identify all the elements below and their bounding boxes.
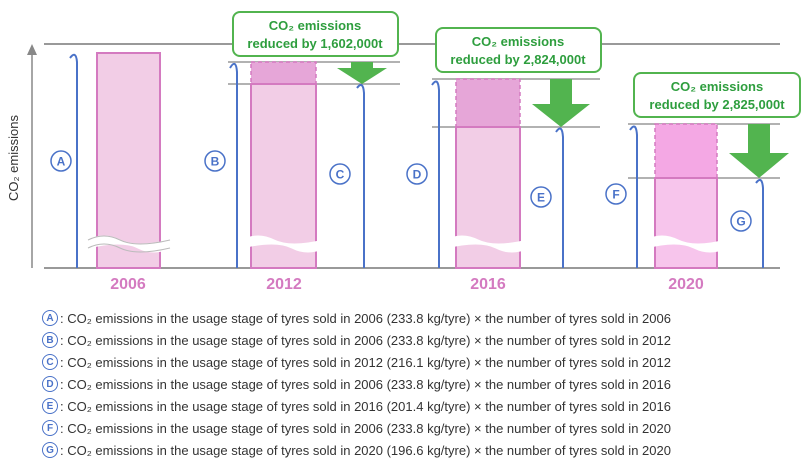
axis-break-2006-edge-top — [87, 235, 171, 245]
year-label-2016: 2016 — [470, 276, 506, 293]
measure-line-c — [356, 83, 365, 268]
reduction-segment-2016 — [455, 78, 521, 128]
marker-g-circle — [730, 210, 752, 232]
legend-item-f: F : CO₂ emissions in the usage stage of … — [42, 417, 802, 439]
group-2020: F G CO₂ emissions reduced by 2,825,000t … — [605, 72, 801, 293]
axis-break-2012 — [241, 235, 325, 253]
legend-badge-d: D — [42, 376, 58, 392]
axis-break-2006-edge-bottom — [87, 243, 171, 253]
group-2012: B C CO₂ emissions reduced by 1,602,000t … — [204, 11, 400, 293]
legend-item-d: D : CO₂ emissions in the usage stage of … — [42, 373, 802, 395]
legend-badge-a: A — [42, 310, 58, 326]
marker-a: A — [57, 155, 66, 169]
legend: A : CO₂ emissions in the usage stage of … — [42, 307, 802, 461]
callout-2020-line2: reduced by 2,825,000t — [649, 97, 785, 112]
axis-break-2016 — [445, 235, 529, 253]
marker-a-circle — [50, 150, 72, 172]
legend-text-b: : CO₂ emissions in the usage stage of ty… — [60, 332, 671, 348]
bar-2020 — [654, 177, 718, 269]
marker-c: C — [336, 168, 345, 182]
group-2016: D E CO₂ emissions reduced by 2,824,000t … — [406, 27, 602, 293]
legend-badge-b: B — [42, 332, 58, 348]
legend-item-b: B : CO₂ emissions in the usage stage of … — [42, 329, 802, 351]
callout-2012-line2: reduced by 1,602,000t — [247, 36, 383, 51]
legend-text-e: : CO₂ emissions in the usage stage of ty… — [60, 398, 671, 414]
measure-line-b — [229, 62, 238, 268]
year-label-2020: 2020 — [668, 276, 704, 293]
legend-item-e: E : CO₂ emissions in the usage stage of … — [42, 395, 802, 417]
legend-text-f: : CO₂ emissions in the usage stage of ty… — [60, 420, 671, 436]
reduction-arrow-2020 — [729, 124, 789, 178]
reduction-segment-2012 — [250, 61, 317, 85]
marker-b-circle — [204, 150, 226, 172]
y-axis-arrowhead — [27, 44, 37, 55]
legend-text-g: : CO₂ emissions in the usage stage of ty… — [60, 442, 671, 458]
reduction-arrow-2016 — [532, 79, 590, 127]
marker-d-circle — [406, 163, 428, 185]
year-label-2006: 2006 — [110, 276, 146, 293]
legend-item-a: A : CO₂ emissions in the usage stage of … — [42, 307, 802, 329]
reduction-arrow-2012 — [337, 62, 387, 84]
marker-f-circle — [605, 183, 627, 205]
legend-item-g: G : CO₂ emissions in the usage stage of … — [42, 439, 802, 461]
legend-text-c: : CO₂ emissions in the usage stage of ty… — [60, 354, 671, 370]
marker-d: D — [413, 168, 422, 182]
marker-e-circle — [530, 186, 552, 208]
callout-2020-line1: CO₂ emissions — [671, 79, 763, 94]
legend-badge-f: F — [42, 420, 58, 436]
group-2006: A 2006 — [50, 52, 171, 293]
chart: CO₂ emissions A 2006 B C CO₂ emissions r… — [6, 11, 801, 293]
legend-item-c: C : CO₂ emissions in the usage stage of … — [42, 351, 802, 373]
marker-f: F — [612, 188, 619, 202]
measure-line-a — [69, 53, 78, 268]
callout-box-2016 — [435, 27, 602, 73]
reduction-segment-2020 — [654, 123, 718, 179]
marker-c-circle — [329, 163, 351, 185]
callout-box-2012 — [232, 11, 399, 57]
marker-e: E — [537, 191, 545, 205]
measure-line-f — [629, 125, 638, 268]
legend-text-a: : CO₂ emissions in the usage stage of ty… — [60, 310, 671, 326]
axis-break-2020 — [645, 235, 727, 253]
marker-g: G — [736, 215, 745, 229]
marker-b: B — [211, 155, 220, 169]
year-label-2012: 2012 — [266, 276, 302, 293]
bar-2006 — [96, 52, 161, 269]
callout-2016-line2: reduced by 2,824,000t — [450, 52, 586, 67]
callout-2016-line1: CO₂ emissions — [472, 34, 564, 49]
callout-box-2020 — [633, 72, 801, 118]
legend-badge-c: C — [42, 354, 58, 370]
legend-badge-g: G — [42, 442, 58, 458]
measure-line-e — [555, 127, 564, 268]
y-axis-label: CO₂ emissions — [6, 115, 21, 201]
measure-line-g — [755, 178, 764, 268]
legend-badge-e: E — [42, 398, 58, 414]
measure-line-d — [431, 80, 440, 268]
callout-2012-line1: CO₂ emissions — [269, 18, 361, 33]
legend-text-d: : CO₂ emissions in the usage stage of ty… — [60, 376, 671, 392]
